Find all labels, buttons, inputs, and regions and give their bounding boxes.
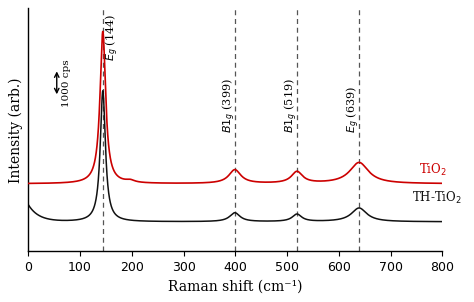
Text: $E_g$ (639): $E_g$ (639) bbox=[345, 86, 362, 133]
Y-axis label: Intensity (arb.): Intensity (arb.) bbox=[9, 77, 23, 183]
Text: 1000 cps: 1000 cps bbox=[62, 59, 71, 107]
Text: TiO$_2$: TiO$_2$ bbox=[419, 162, 447, 178]
Text: $E_g$ (144): $E_g$ (144) bbox=[103, 14, 121, 61]
Text: TH-TiO$_2$: TH-TiO$_2$ bbox=[412, 189, 462, 206]
Text: $B1_g$ (399): $B1_g$ (399) bbox=[220, 78, 238, 133]
Text: $B1_g$ (519): $B1_g$ (519) bbox=[283, 78, 300, 133]
X-axis label: Raman shift (cm⁻¹): Raman shift (cm⁻¹) bbox=[168, 280, 302, 294]
